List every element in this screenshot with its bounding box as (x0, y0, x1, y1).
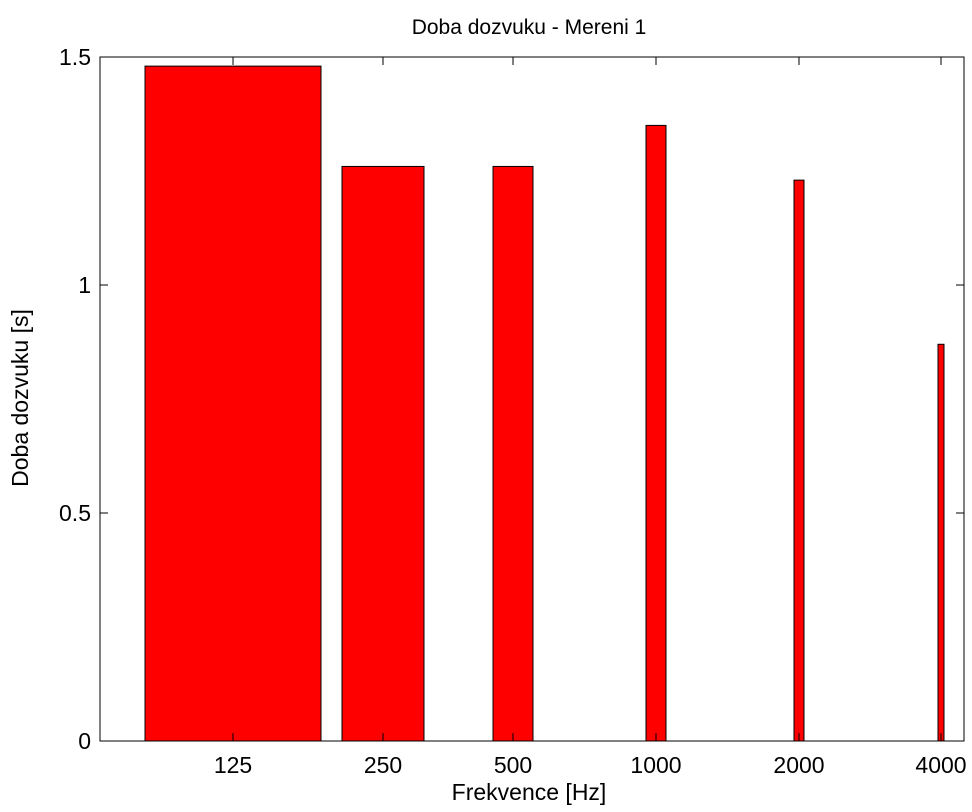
x-tick-label: 1000 (630, 752, 681, 778)
axes-layer: 0 0.5 1 1.5 125 250 500 1000 2000 4000 (59, 44, 967, 778)
y-tick-label: 1.5 (59, 44, 91, 70)
x-tick-label: 500 (494, 752, 532, 778)
plot-frame (99, 56, 965, 742)
y-tick-label: 0.5 (59, 500, 91, 526)
bar-1000 (645, 124, 667, 742)
x-tick-label: 2000 (773, 752, 824, 778)
y-tick-label: 0 (78, 728, 91, 754)
bar-500 (492, 165, 534, 742)
x-tick-label: 125 (214, 752, 252, 778)
x-tick-label: 250 (364, 752, 402, 778)
bars-layer (144, 65, 945, 742)
chart-title: Doba dozvuku - Mereni 1 (412, 16, 647, 39)
y-axis-label: Doba dozvuku [s] (7, 309, 33, 487)
bar-2000 (793, 179, 805, 742)
bar-4000 (937, 343, 945, 742)
y-tick-label: 1 (78, 272, 91, 298)
bar-250 (341, 165, 425, 742)
x-tick-label: 4000 (915, 752, 966, 778)
labels-layer: Doba dozvuku - Mereni 1 Frekvence [Hz] D… (7, 16, 646, 805)
x-axis-label: Frekvence [Hz] (452, 779, 607, 805)
bar-125 (144, 65, 322, 742)
